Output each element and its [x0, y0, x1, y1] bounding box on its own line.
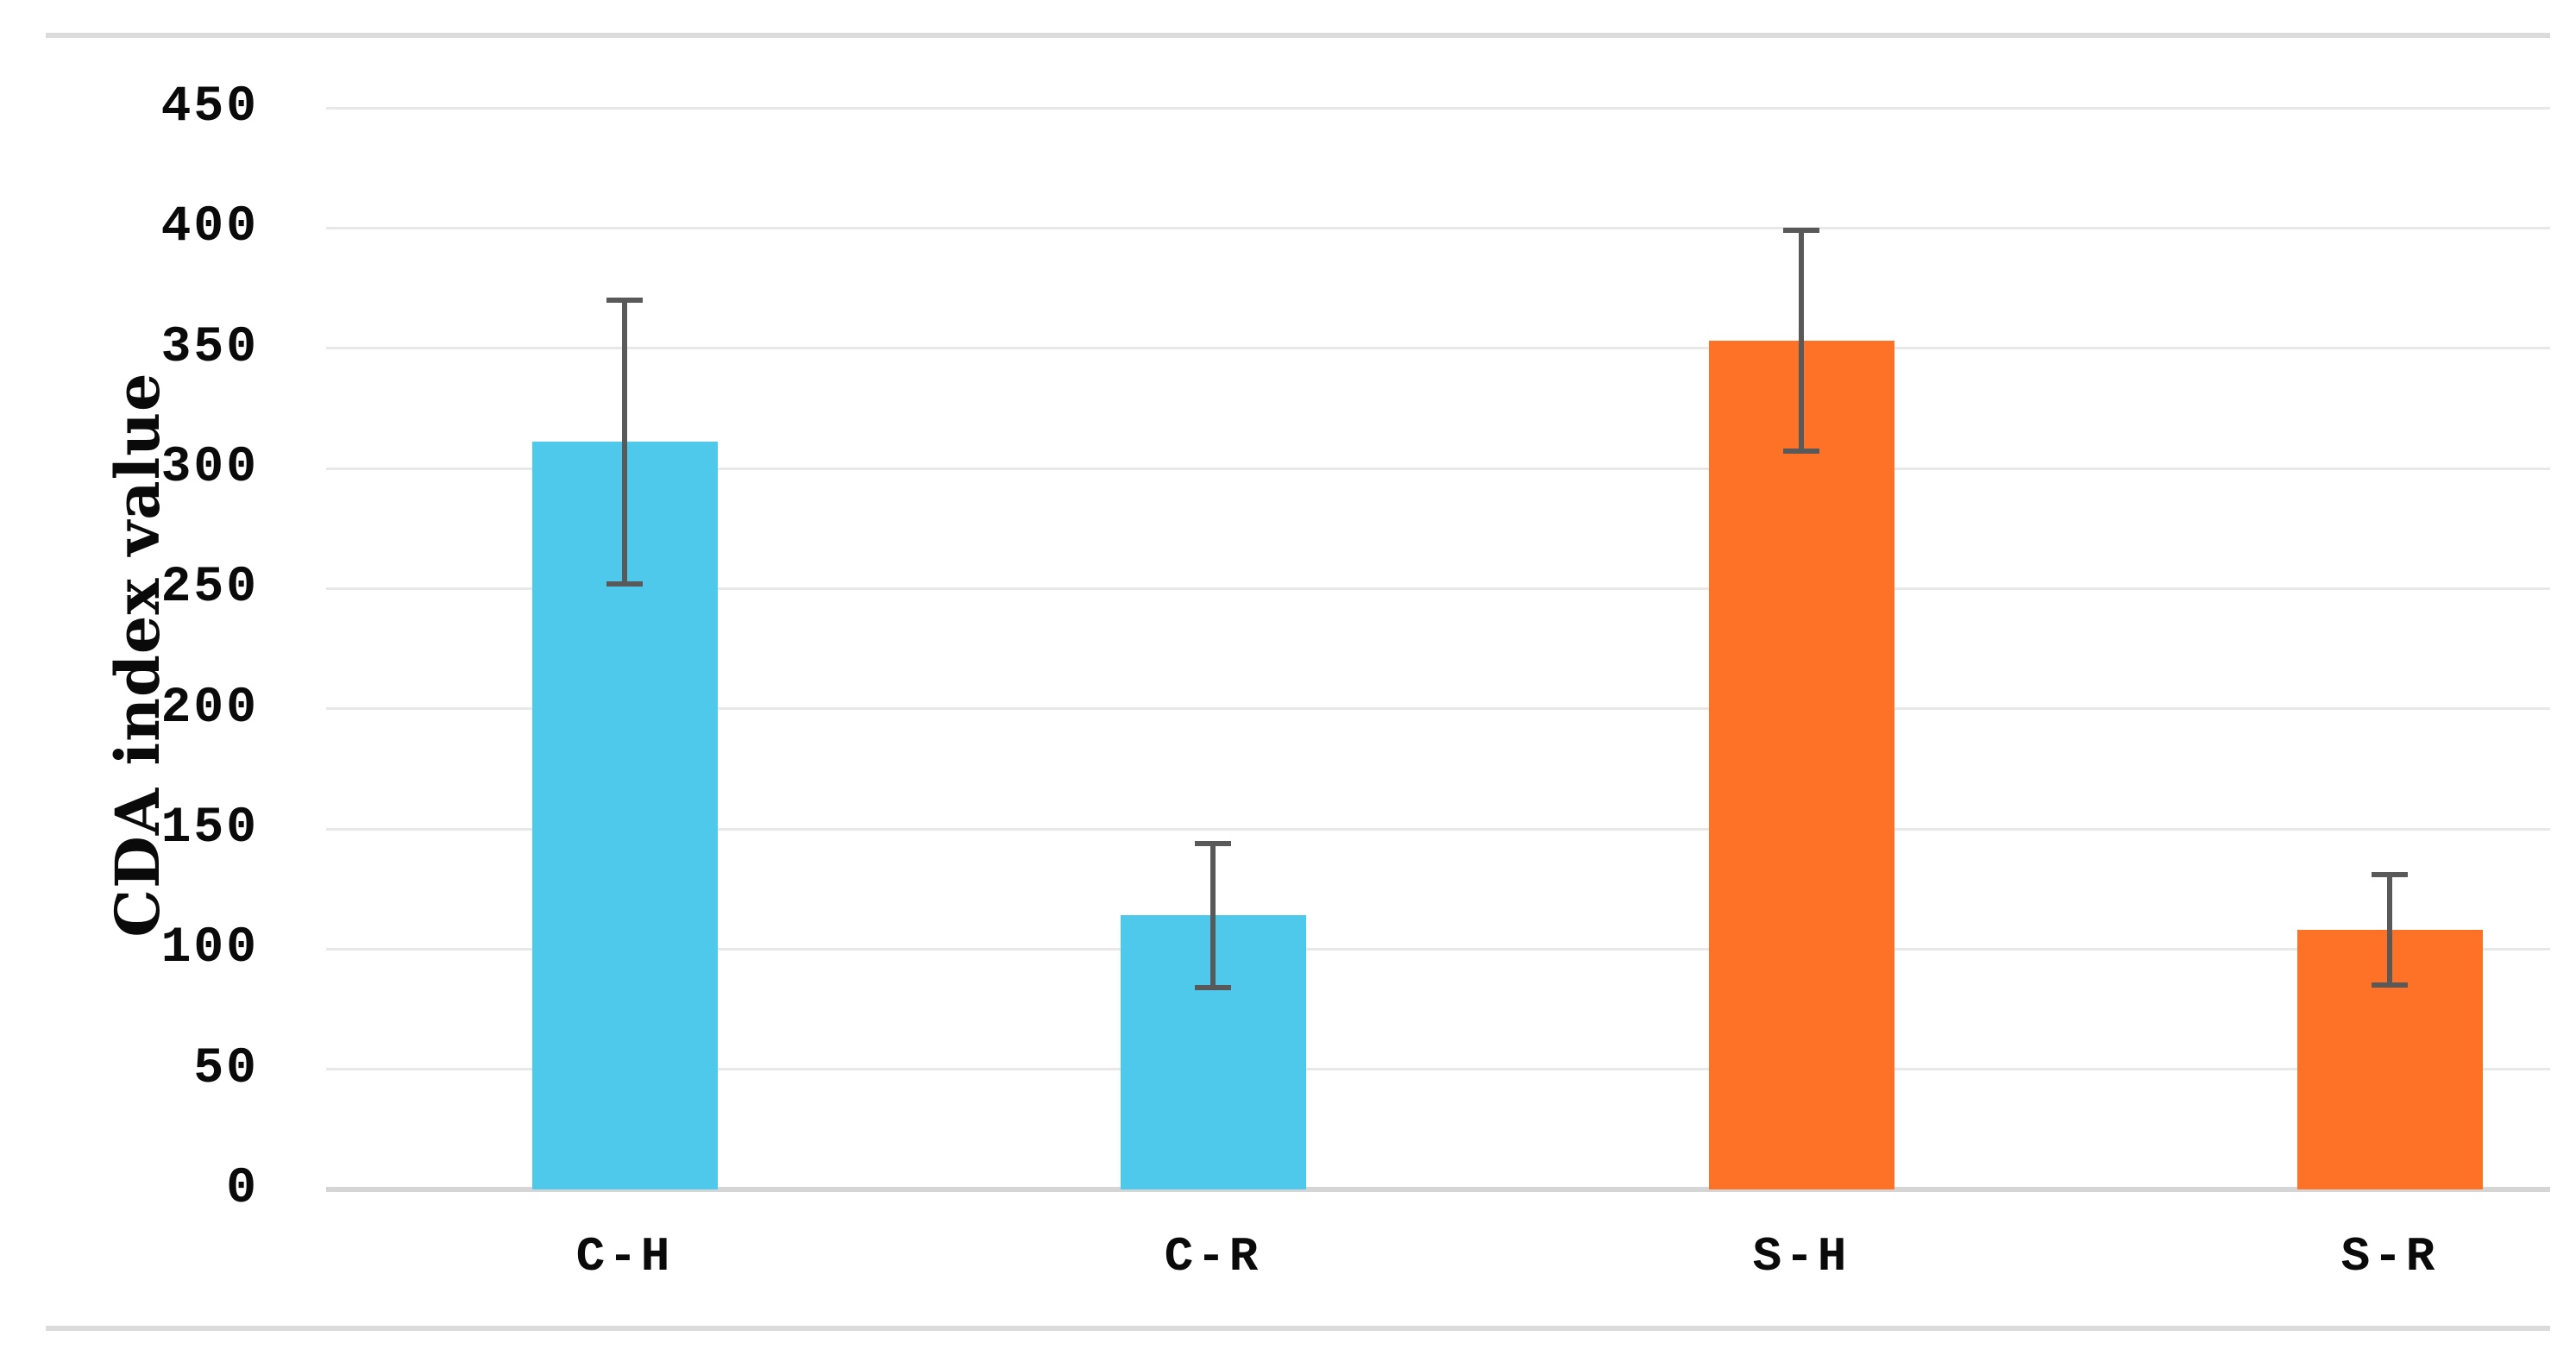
error-bar-cap	[1783, 228, 1819, 234]
x-category-label: S-H	[1752, 1229, 1850, 1284]
y-gridline	[326, 587, 2550, 590]
y-gridline	[326, 106, 2550, 110]
y-tick-label: 100	[160, 920, 259, 977]
x-axis-line	[326, 1187, 2550, 1192]
bar-s-h	[1708, 341, 1894, 1189]
y-tick-label: 350	[160, 319, 259, 376]
x-category-label: C-R	[1164, 1229, 1262, 1284]
y-tick-label: 50	[193, 1040, 259, 1097]
y-axis-title: CDA index value	[102, 372, 173, 938]
error-bar-line	[1210, 843, 1216, 988]
y-tick-label: 150	[160, 800, 259, 857]
y-tick-label: 200	[160, 680, 259, 737]
error-bar-cap	[606, 297, 643, 303]
y-gridline	[326, 1068, 2550, 1071]
error-bar-cap	[1195, 984, 1231, 990]
y-gridline	[326, 467, 2550, 470]
y-tick-label: 300	[160, 440, 259, 496]
error-bar-line	[622, 299, 627, 584]
y-tick-label: 400	[160, 199, 259, 256]
x-category-label: S-R	[2340, 1229, 2439, 1284]
y-gridline	[326, 226, 2550, 229]
error-bar-cap	[1783, 449, 1819, 455]
figure-bottom-border	[46, 1326, 2550, 1331]
y-gridline	[326, 347, 2550, 350]
y-gridline	[326, 707, 2550, 711]
error-bar-cap	[2372, 871, 2408, 877]
error-bar-cap	[606, 580, 643, 587]
error-bar-line	[1799, 230, 1804, 452]
y-tick-label: 0	[226, 1161, 259, 1217]
error-bar-cap	[1195, 840, 1231, 846]
error-bar-cap	[2372, 982, 2408, 988]
error-bar-line	[2387, 874, 2392, 986]
y-tick-label: 250	[160, 560, 259, 617]
y-tick-label: 450	[160, 79, 259, 135]
x-category-label: C-H	[575, 1229, 674, 1284]
y-gridline	[326, 827, 2550, 831]
figure-top-border	[46, 33, 2550, 38]
y-gridline	[326, 947, 2550, 951]
